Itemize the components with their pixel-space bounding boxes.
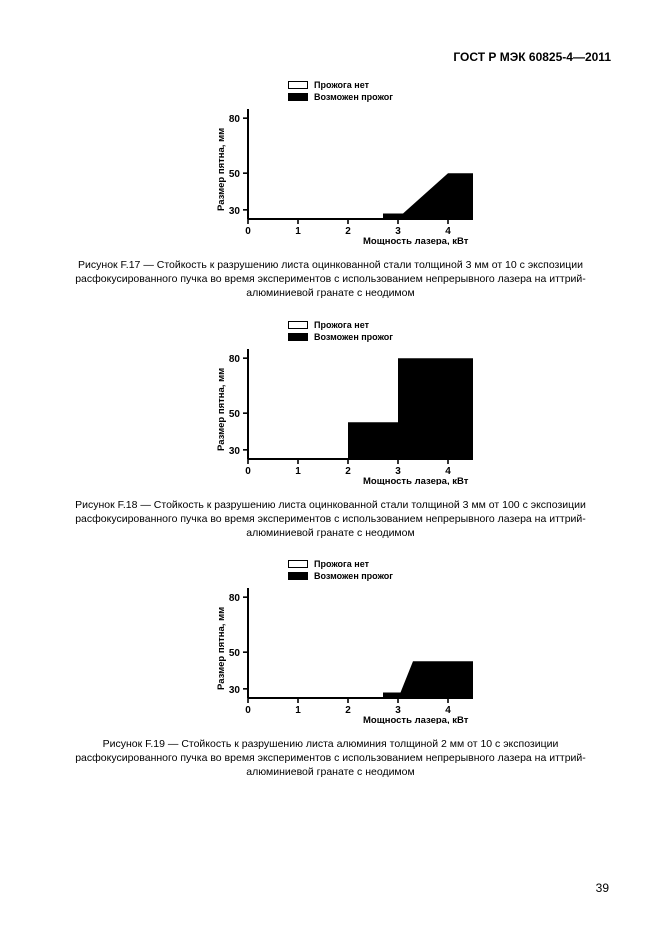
chart-legend: Прожога нет Возможен прожог bbox=[288, 319, 413, 343]
svg-text:1: 1 bbox=[295, 705, 301, 716]
svg-text:0: 0 bbox=[245, 466, 251, 477]
legend-row-empty: Прожога нет bbox=[288, 79, 369, 91]
burn-region bbox=[383, 173, 473, 219]
y-axis-label: Размер пятна, мм bbox=[216, 128, 227, 211]
legend-row-filled: Возможен прожог bbox=[288, 570, 393, 582]
legend-row-filled: Возможен прожог bbox=[288, 331, 393, 343]
burn-region bbox=[383, 661, 473, 698]
svg-text:2: 2 bbox=[345, 466, 351, 477]
burn-region bbox=[348, 358, 473, 459]
chart-wrap: Прожога нет Возможен прожог 305080 01234… bbox=[216, 558, 486, 729]
legend-swatch-filled bbox=[288, 333, 308, 341]
svg-text:30: 30 bbox=[228, 445, 240, 456]
svg-text:30: 30 bbox=[228, 685, 240, 696]
svg-text:2: 2 bbox=[345, 705, 351, 716]
legend-label-filled: Возможен прожог bbox=[314, 92, 393, 102]
svg-text:1: 1 bbox=[295, 226, 301, 237]
figure-19: Прожога нет Возможен прожог 305080 01234… bbox=[50, 558, 611, 780]
figure-caption: Рисунок F.18 — Стойкость к разрушению ли… bbox=[61, 498, 601, 541]
legend-row-empty: Прожога нет bbox=[288, 319, 369, 331]
document-header: ГОСТ Р МЭК 60825-4—2011 bbox=[50, 50, 611, 64]
svg-text:1: 1 bbox=[295, 466, 301, 477]
legend-label-empty: Прожога нет bbox=[314, 320, 369, 330]
svg-text:50: 50 bbox=[228, 169, 240, 180]
legend-swatch-empty bbox=[288, 321, 308, 329]
figure-17: Прожога нет Возможен прожог 305080 01234… bbox=[50, 79, 611, 301]
x-axis-label: Мощность лазера, кВт bbox=[363, 236, 469, 245]
svg-text:50: 50 bbox=[228, 648, 240, 659]
chart-wrap: Прожога нет Возможен прожог 305080 01234… bbox=[216, 79, 486, 250]
legend-swatch-empty bbox=[288, 81, 308, 89]
y-axis-label: Размер пятна, мм bbox=[216, 607, 227, 690]
x-axis-label: Мощность лазера, кВт bbox=[363, 476, 469, 485]
legend-swatch-empty bbox=[288, 560, 308, 568]
svg-text:50: 50 bbox=[228, 409, 240, 420]
legend-label-filled: Возможен прожог bbox=[314, 571, 393, 581]
x-axis-label: Мощность лазера, кВт bbox=[363, 715, 469, 724]
svg-text:30: 30 bbox=[228, 206, 240, 217]
figure-caption: Рисунок F.17 — Стойкость к разрушению ли… bbox=[61, 258, 601, 301]
svg-text:0: 0 bbox=[245, 705, 251, 716]
legend-label-empty: Прожога нет bbox=[314, 80, 369, 90]
chart-legend: Прожога нет Возможен прожог bbox=[288, 79, 413, 103]
legend-label-filled: Возможен прожог bbox=[314, 332, 393, 342]
figure-caption: Рисунок F.19 — Стойкость к разрушению ли… bbox=[61, 737, 601, 780]
svg-text:80: 80 bbox=[228, 114, 240, 125]
svg-text:80: 80 bbox=[228, 354, 240, 365]
chart-svg: 305080 01234 Мощность лазера, кВт Размер… bbox=[216, 586, 475, 724]
page: ГОСТ Р МЭК 60825-4—2011 Прожога нет Возм… bbox=[0, 0, 661, 935]
legend-swatch-filled bbox=[288, 572, 308, 580]
legend-label-empty: Прожога нет bbox=[314, 559, 369, 569]
chart-svg: 305080 01234 Мощность лазера, кВт Размер… bbox=[216, 347, 475, 485]
chart-legend: Прожога нет Возможен прожог bbox=[288, 558, 413, 582]
legend-row-empty: Прожога нет bbox=[288, 558, 369, 570]
figure-18: Прожога нет Возможен прожог 305080 01234… bbox=[50, 319, 611, 541]
legend-row-filled: Возможен прожог bbox=[288, 91, 393, 103]
svg-text:2: 2 bbox=[345, 226, 351, 237]
svg-text:0: 0 bbox=[245, 226, 251, 237]
figures-container: Прожога нет Возможен прожог 305080 01234… bbox=[50, 79, 611, 780]
chart-wrap: Прожога нет Возможен прожог 305080 01234… bbox=[216, 319, 486, 490]
legend-swatch-filled bbox=[288, 93, 308, 101]
page-number: 39 bbox=[596, 881, 609, 895]
chart-svg: 305080 01234 Мощность лазера, кВт Размер… bbox=[216, 107, 475, 245]
y-axis-label: Размер пятна, мм bbox=[216, 367, 227, 450]
svg-text:80: 80 bbox=[228, 593, 240, 604]
